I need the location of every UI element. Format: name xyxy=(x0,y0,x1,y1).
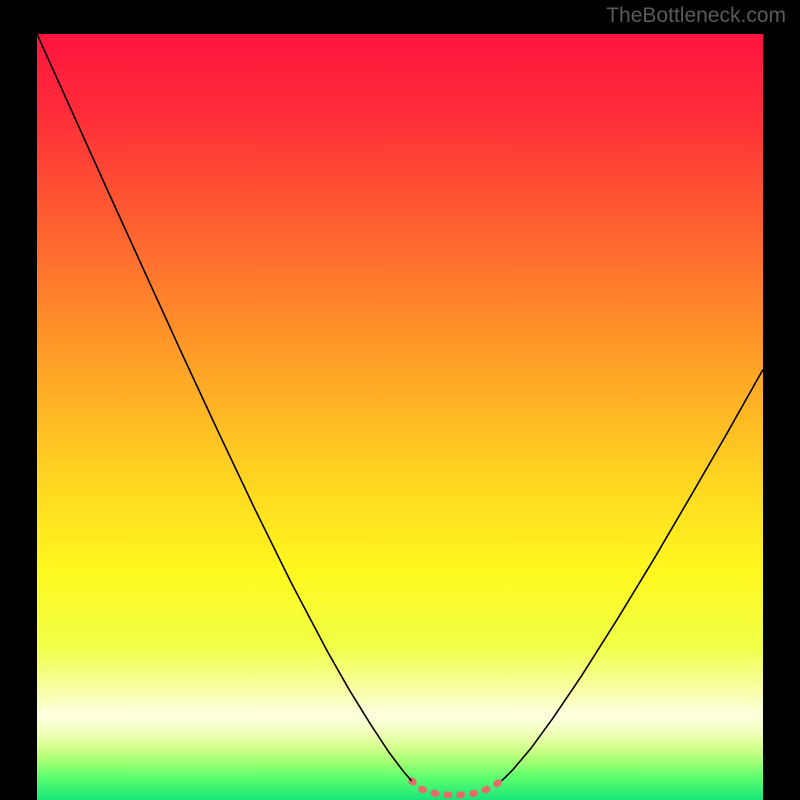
curve-left-branch xyxy=(37,34,412,781)
plot-area xyxy=(37,34,763,800)
optimal-range-dotted xyxy=(412,781,502,796)
chart-container: TheBottleneck.com xyxy=(0,0,800,800)
curve-right-branch xyxy=(502,370,763,781)
watermark-text: TheBottleneck.com xyxy=(606,4,786,28)
bottleneck-curve xyxy=(37,34,763,800)
